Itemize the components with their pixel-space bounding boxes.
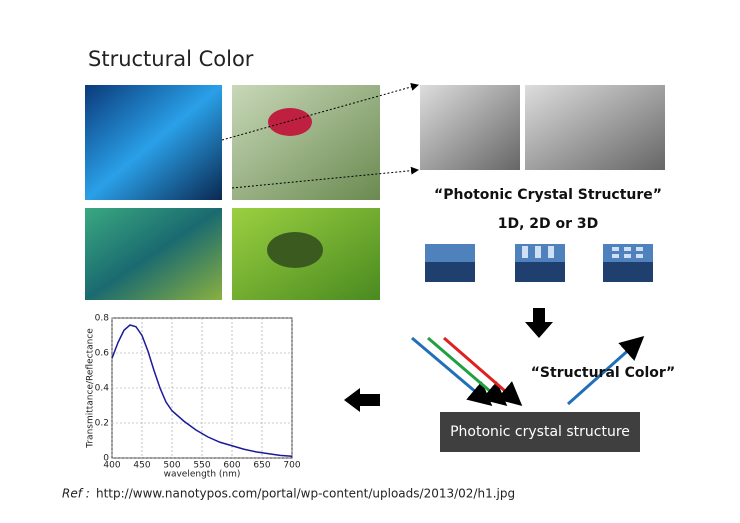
layer-blocks (425, 244, 653, 282)
light-ray (411, 336, 493, 406)
light-ray (567, 336, 645, 406)
y-tick-label: 0.2 (95, 419, 109, 429)
title: Structural Color (88, 47, 254, 71)
y-tick-label: 0.8 (95, 314, 110, 324)
chart: 0 0.2 0.4 0.6 0.8 400 450 500 550 600 650 700 wavele… (86, 314, 301, 480)
x-tick-label: 550 (193, 461, 210, 471)
butterfly-photo (85, 85, 222, 200)
data-line (111, 324, 293, 457)
label: “Photonic Crystal Structure” (434, 187, 662, 203)
y-tick-label: 0.6 (95, 349, 110, 359)
ref-prefix: Ref : (62, 487, 90, 501)
y-tick-label: 0.4 (95, 384, 110, 394)
dotted-arrow (231, 166, 419, 189)
label: 1D, 2D or 3D (498, 216, 599, 232)
fly (267, 232, 323, 268)
box-label: Photonic crystal structure (450, 424, 630, 440)
beetle (268, 108, 312, 136)
x-tick-label: 450 (133, 461, 150, 471)
peacock-photo (85, 208, 222, 300)
x-tick-label: 400 (103, 461, 120, 471)
x-axis-label: wavelength (nm) (164, 470, 241, 480)
dotted-arrow (221, 83, 419, 141)
x-tick-label: 500 (163, 461, 180, 471)
structure-box (440, 412, 640, 452)
light-ray (427, 336, 508, 406)
x-tick-label: 600 (223, 461, 240, 471)
x-tick-label: 650 (253, 461, 270, 471)
ref-url: http://www.nanotypos.com/portal/wp-conte… (96, 487, 515, 501)
beetle-photo (232, 85, 380, 200)
x-tick-label: 700 (283, 461, 300, 471)
left-arrow (344, 388, 380, 412)
y-axis-label: Transmittance/Reflectance (86, 328, 96, 449)
y-tick-label: 0 (103, 454, 109, 464)
light-ray (443, 336, 523, 406)
sem-image (420, 85, 520, 170)
sem-image (525, 85, 665, 170)
label: “Structural Color” (531, 365, 676, 381)
down-arrow (525, 308, 553, 338)
